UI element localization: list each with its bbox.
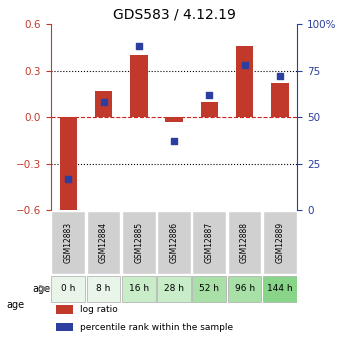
Text: 28 h: 28 h	[164, 284, 184, 293]
Text: 144 h: 144 h	[267, 284, 293, 293]
Point	[66, 176, 71, 181]
Bar	[59, 117, 77, 215]
Text: 16 h: 16 h	[129, 284, 149, 293]
Text: GSM12884: GSM12884	[99, 222, 108, 263]
FancyBboxPatch shape	[263, 276, 297, 302]
FancyBboxPatch shape	[51, 276, 85, 302]
FancyBboxPatch shape	[51, 211, 85, 274]
Text: GSM12885: GSM12885	[134, 222, 143, 263]
Bar	[130, 55, 148, 117]
FancyBboxPatch shape	[228, 211, 262, 274]
FancyBboxPatch shape	[157, 211, 191, 274]
Text: 52 h: 52 h	[199, 284, 219, 293]
FancyBboxPatch shape	[87, 211, 120, 274]
Text: GSM12883: GSM12883	[64, 222, 73, 263]
FancyBboxPatch shape	[157, 276, 191, 302]
FancyBboxPatch shape	[228, 276, 262, 302]
Bar	[56, 323, 73, 331]
Text: GSM12887: GSM12887	[205, 222, 214, 263]
Text: log ratio: log ratio	[80, 305, 118, 314]
Text: GSM12888: GSM12888	[240, 222, 249, 263]
Point	[242, 62, 247, 68]
Point	[207, 92, 212, 98]
Text: 8 h: 8 h	[96, 284, 111, 293]
Text: 96 h: 96 h	[235, 284, 255, 293]
Bar	[165, 117, 183, 122]
Text: GSM12886: GSM12886	[170, 222, 178, 263]
Point	[136, 44, 142, 49]
FancyBboxPatch shape	[263, 211, 297, 274]
Text: age: age	[32, 284, 51, 294]
Bar	[236, 46, 254, 117]
FancyBboxPatch shape	[192, 276, 226, 302]
FancyBboxPatch shape	[122, 276, 156, 302]
Text: age: age	[7, 300, 25, 310]
FancyBboxPatch shape	[87, 276, 120, 302]
Bar	[200, 102, 218, 117]
Text: 0 h: 0 h	[61, 284, 75, 293]
Bar	[56, 305, 73, 314]
FancyBboxPatch shape	[122, 211, 156, 274]
Text: percentile rank within the sample: percentile rank within the sample	[80, 323, 234, 332]
Bar	[95, 91, 112, 117]
Text: GSM12889: GSM12889	[275, 222, 284, 263]
Point	[277, 73, 283, 79]
FancyBboxPatch shape	[192, 211, 226, 274]
Bar	[271, 83, 289, 117]
Title: GDS583 / 4.12.19: GDS583 / 4.12.19	[113, 8, 236, 22]
Point	[101, 100, 106, 105]
Point	[171, 139, 177, 144]
